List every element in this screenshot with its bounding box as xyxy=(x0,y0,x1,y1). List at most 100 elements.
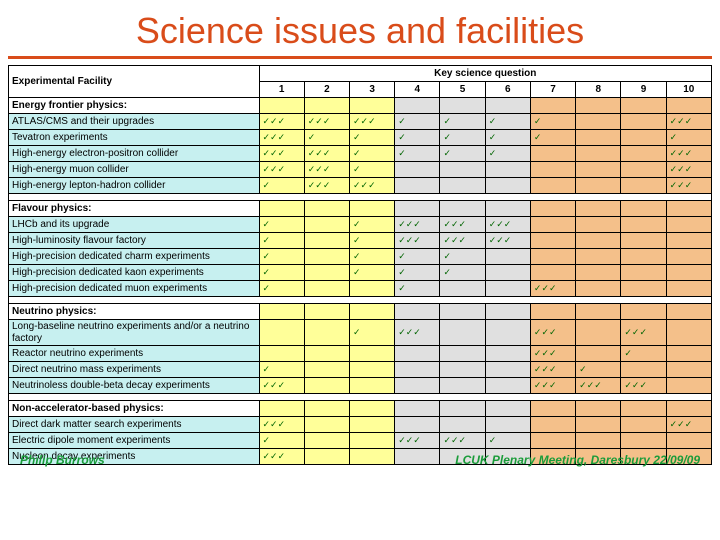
empty-cell xyxy=(621,401,666,417)
tick-cell xyxy=(530,217,575,233)
tick-cell: ✓✓✓ xyxy=(349,114,394,130)
tick-cell xyxy=(485,249,530,265)
tick-cell: ✓ xyxy=(395,146,440,162)
tick-cell: ✓ xyxy=(349,130,394,146)
tick-cell xyxy=(440,378,485,394)
tick-cell xyxy=(576,217,621,233)
tick-cell: ✓ xyxy=(349,249,394,265)
tick-cell xyxy=(440,362,485,378)
tick-cell: ✓ xyxy=(259,249,304,265)
tick-cell: ✓✓✓ xyxy=(395,320,440,346)
tick-cell xyxy=(621,265,666,281)
empty-cell xyxy=(621,201,666,217)
tick-cell xyxy=(259,346,304,362)
row-label: High-precision dedicated muon experiment… xyxy=(9,281,260,297)
tick-cell: ✓ xyxy=(621,346,666,362)
tick-cell xyxy=(666,346,711,362)
empty-cell xyxy=(485,98,530,114)
tick-cell: ✓ xyxy=(485,114,530,130)
table-row: High-precision dedicated kaon experiment… xyxy=(9,265,712,281)
tick-cell: ✓ xyxy=(349,217,394,233)
tick-cell xyxy=(530,249,575,265)
table-row: High-energy muon collider✓✓✓✓✓✓✓✓✓✓ xyxy=(9,162,712,178)
row-label: High-precision dedicated kaon experiment… xyxy=(9,265,260,281)
tick-cell xyxy=(349,433,394,449)
tick-cell xyxy=(530,162,575,178)
empty-cell xyxy=(259,304,304,320)
tick-cell xyxy=(666,433,711,449)
empty-cell xyxy=(576,304,621,320)
tick-cell xyxy=(304,449,349,465)
tick-cell: ✓ xyxy=(259,281,304,297)
col-7: 7 xyxy=(530,82,575,98)
empty-cell xyxy=(530,401,575,417)
tick-cell xyxy=(576,249,621,265)
empty-cell xyxy=(440,401,485,417)
tick-cell xyxy=(485,162,530,178)
col-3: 3 xyxy=(349,82,394,98)
empty-cell xyxy=(576,98,621,114)
tick-cell xyxy=(304,346,349,362)
table-row: Neutrinoless double-beta decay experimen… xyxy=(9,378,712,394)
tick-cell xyxy=(576,265,621,281)
tick-cell: ✓✓✓ xyxy=(576,378,621,394)
tick-cell xyxy=(304,433,349,449)
tick-cell: ✓✓✓ xyxy=(259,417,304,433)
row-label: Neutrinoless double-beta decay experimen… xyxy=(9,378,260,394)
table-row: LHCb and its upgrade✓✓✓✓✓✓✓✓✓✓✓ xyxy=(9,217,712,233)
spacer-row xyxy=(9,194,712,201)
tick-cell: ✓✓✓ xyxy=(304,162,349,178)
tick-cell: ✓✓✓ xyxy=(440,217,485,233)
tick-cell: ✓✓✓ xyxy=(304,178,349,194)
title-underline xyxy=(8,56,712,59)
tick-cell xyxy=(576,433,621,449)
tick-cell: ✓✓✓ xyxy=(259,378,304,394)
empty-cell xyxy=(304,98,349,114)
tick-cell xyxy=(304,281,349,297)
tick-cell: ✓ xyxy=(485,130,530,146)
table-row: ATLAS/CMS and their upgrades✓✓✓✓✓✓✓✓✓✓✓✓… xyxy=(9,114,712,130)
tick-cell: ✓✓✓ xyxy=(666,114,711,130)
tick-cell xyxy=(395,346,440,362)
tick-cell: ✓ xyxy=(259,433,304,449)
tick-cell xyxy=(349,346,394,362)
tick-cell xyxy=(440,178,485,194)
tick-cell: ✓ xyxy=(440,265,485,281)
table-row: High-precision dedicated charm experimen… xyxy=(9,249,712,265)
row-label: High-energy muon collider xyxy=(9,162,260,178)
empty-cell xyxy=(530,201,575,217)
section-title: Flavour physics: xyxy=(9,201,260,217)
col-9: 9 xyxy=(621,82,666,98)
tick-cell xyxy=(349,417,394,433)
tick-cell xyxy=(666,233,711,249)
spacer-row xyxy=(9,297,712,304)
tick-cell: ✓ xyxy=(349,233,394,249)
tick-cell xyxy=(485,265,530,281)
table-row: Reactor neutrino experiments✓✓✓✓ xyxy=(9,346,712,362)
empty-cell xyxy=(304,401,349,417)
tick-cell xyxy=(304,217,349,233)
tick-cell xyxy=(485,346,530,362)
section-title: Energy frontier physics: xyxy=(9,98,260,114)
tick-cell: ✓ xyxy=(349,162,394,178)
tick-cell xyxy=(530,178,575,194)
empty-cell xyxy=(485,401,530,417)
table-row: Electric dipole moment experiments✓✓✓✓✓✓… xyxy=(9,433,712,449)
tick-cell xyxy=(576,233,621,249)
tick-cell: ✓✓✓ xyxy=(349,178,394,194)
row-label: High-energy lepton-hadron collider xyxy=(9,178,260,194)
tick-cell xyxy=(576,162,621,178)
tick-cell: ✓✓✓ xyxy=(440,233,485,249)
page-title: Science issues and facilities xyxy=(0,0,720,56)
tick-cell: ✓✓✓ xyxy=(530,320,575,346)
empty-cell xyxy=(349,401,394,417)
col-2: 2 xyxy=(304,82,349,98)
col-1: 1 xyxy=(259,82,304,98)
tick-cell xyxy=(666,281,711,297)
tick-cell xyxy=(304,249,349,265)
row-label: Direct neutrino mass experiments xyxy=(9,362,260,378)
tick-cell xyxy=(666,249,711,265)
facilities-table: Experimental Facility Key science questi… xyxy=(8,65,712,465)
tick-cell xyxy=(576,130,621,146)
empty-cell xyxy=(259,98,304,114)
